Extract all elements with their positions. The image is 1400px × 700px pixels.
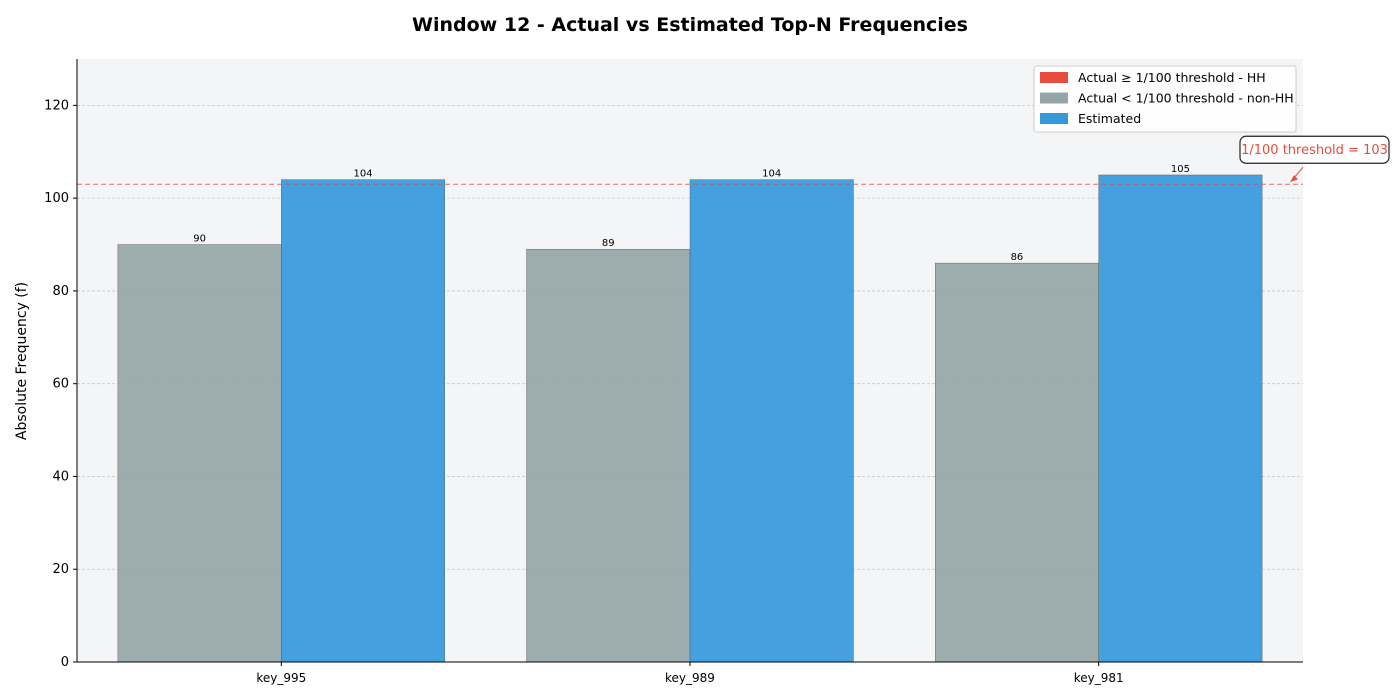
threshold-annotation: 1/100 threshold = 103 [1241,143,1388,158]
legend-label: Actual < 1/100 threshold - non-HH [1078,91,1294,106]
y-tick-label: 120 [44,98,69,113]
legend-label: Estimated [1078,111,1141,126]
bar-actual-key_989 [526,248,691,663]
y-axis-label: Absolute Frequency (f) [14,282,30,440]
bar-actual-key_981 [935,262,1099,663]
bar-estimated-key_989 [689,179,854,663]
bar-actual-key_995 [117,244,282,663]
legend-label: Actual ≥ 1/100 threshold - HH [1078,70,1266,85]
legend-swatch [1040,72,1068,83]
y-tick-label: 0 [61,655,69,670]
threshold-annotation-box [1239,135,1390,164]
chart-title: Window 12 - Actual vs Estimated Top-N Fr… [412,14,968,36]
data-label: 90 [193,234,206,245]
y-tick-label: 60 [52,377,69,392]
y-tick-label: 100 [44,191,69,206]
legend-swatch [1040,92,1068,104]
x-tick-label: key_989 [665,671,715,685]
y-tick-label: 20 [52,562,69,577]
bar-estimated-key_981 [1098,174,1263,663]
data-label: 89 [602,238,615,249]
data-label: 105 [1171,164,1190,175]
legend-swatch [1040,113,1068,124]
data-label: 86 [1011,252,1024,263]
x-tick-label: key_981 [1074,671,1124,685]
threshold-arrow-head [1290,175,1298,183]
plot-area: 90 104 key_995 89 104 key_989 86 105 key_981 1/10… [44,59,1390,685]
y-tick-label: 80 [52,284,69,299]
y-tick-label: 40 [52,469,69,484]
legend-box [1033,65,1297,133]
data-label: 104 [762,169,781,180]
data-label: 104 [354,169,373,180]
x-tick-label: key_995 [256,671,306,685]
bar-estimated-key_995 [281,179,446,663]
